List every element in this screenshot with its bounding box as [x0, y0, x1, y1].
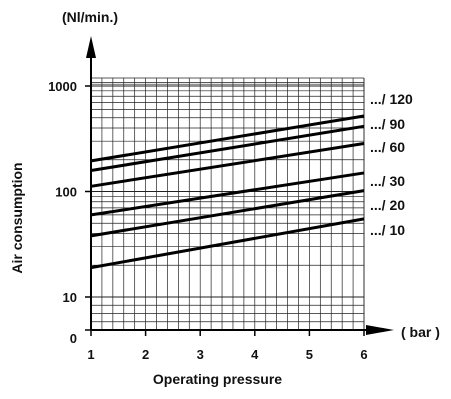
x-tick-label: 2	[142, 347, 149, 362]
series-line	[90, 217, 365, 270]
y-tick-label: 100	[55, 185, 77, 200]
y-tick-label: 1000	[48, 79, 77, 94]
series-line	[90, 189, 365, 238]
x-tick-label: 3	[197, 347, 204, 362]
series-line	[90, 142, 365, 188]
series-line	[90, 114, 365, 163]
series-line	[90, 171, 365, 217]
y-axis-title: Air consumption	[9, 162, 25, 273]
series-line	[90, 124, 365, 173]
x-axis-unit: ( bar )	[401, 324, 440, 340]
axes	[85, 36, 394, 336]
series-label: .../ 10	[370, 222, 405, 238]
series-label: .../ 90	[370, 116, 405, 132]
y-axis-unit: (Nl/min.)	[62, 9, 118, 25]
y-axis-arrow	[86, 36, 96, 58]
x-axis-title: Operating pressure	[153, 371, 282, 387]
x-tick-label: 5	[306, 347, 313, 362]
x-tick-label: 1	[87, 347, 94, 362]
x-tick-label: 6	[360, 347, 367, 362]
labels: 1 2 3 4 5 6 10 100 1000 0 .../ 120 .../ 90 .../ 60..…	[9, 9, 440, 387]
series-label: .../ 60	[370, 139, 405, 155]
grid	[90, 77, 365, 330]
y-tick-label-zero: 0	[70, 331, 77, 346]
series-lines	[90, 114, 365, 270]
y-tick-label: 10	[63, 290, 77, 305]
series-label: .../ 20	[370, 197, 405, 213]
series-label: .../ 120	[370, 91, 413, 107]
x-tick-label: 4	[251, 347, 259, 362]
series-label: .../ 30	[370, 173, 405, 189]
x-axis-arrow	[366, 325, 394, 335]
